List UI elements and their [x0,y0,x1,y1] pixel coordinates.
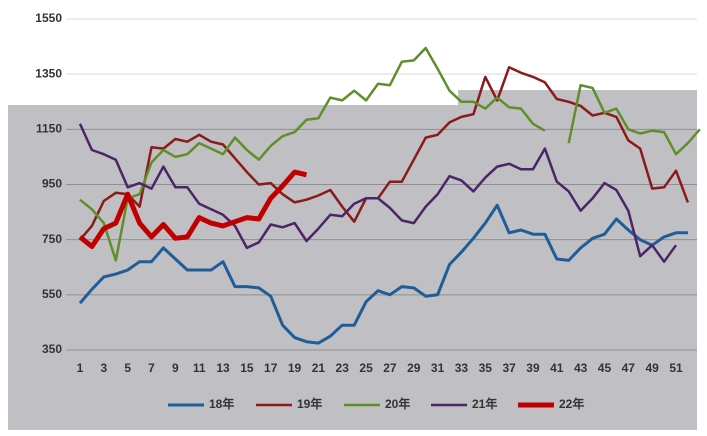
x-tick-label: 47 [622,361,636,375]
x-tick-label: 25 [359,361,373,375]
x-tick-label: 17 [264,361,278,375]
legend-label: 22年 [559,396,584,411]
x-tick-label: 33 [455,361,469,375]
legend-label: 18年 [209,396,234,411]
y-tick-label: 1150 [36,122,62,136]
x-tick-label: 7 [148,361,155,375]
x-tick-label: 39 [526,361,540,375]
x-tick-label: 13 [216,361,230,375]
x-tick-label: 37 [502,361,516,375]
legend-label: 21年 [472,396,497,411]
y-tick-label: 950 [42,177,62,191]
x-tick-label: 21 [312,361,326,375]
series-line [79,46,546,262]
series-line [79,66,690,241]
x-tick-label: 27 [383,361,397,375]
x-tick-label: 5 [124,361,131,375]
x-tick-label: 31 [431,361,445,375]
x-tick-label: 1 [77,361,84,375]
y-tick-label: 750 [42,232,62,246]
y-tick-label: 550 [42,287,62,301]
series-line [78,203,688,345]
x-tick-label: 35 [479,361,493,375]
x-tick-label: 49 [645,361,659,375]
x-tick-label: 19 [288,361,302,375]
x-tick-label: 41 [550,361,564,375]
legend-label: 20年 [385,396,410,411]
y-tick-label: 1550 [35,11,62,25]
y-tick-label: 350 [42,342,62,356]
x-tick-label: 45 [598,361,612,375]
series-line [78,123,678,263]
x-tick-label: 3 [100,361,107,375]
x-tick-label: 9 [172,361,179,375]
x-tick-label: 29 [407,361,421,375]
background-panel [8,90,697,430]
x-tick-label: 23 [336,361,350,375]
y-tick-label: 1350 [35,66,62,80]
x-tick-label: 43 [574,361,588,375]
series-line [567,83,701,156]
x-tick-label: 51 [669,361,683,375]
x-tick-label: 15 [240,361,254,375]
x-tick-label: 11 [193,361,206,375]
series-line [78,169,308,250]
legend-label: 19年 [297,396,322,411]
